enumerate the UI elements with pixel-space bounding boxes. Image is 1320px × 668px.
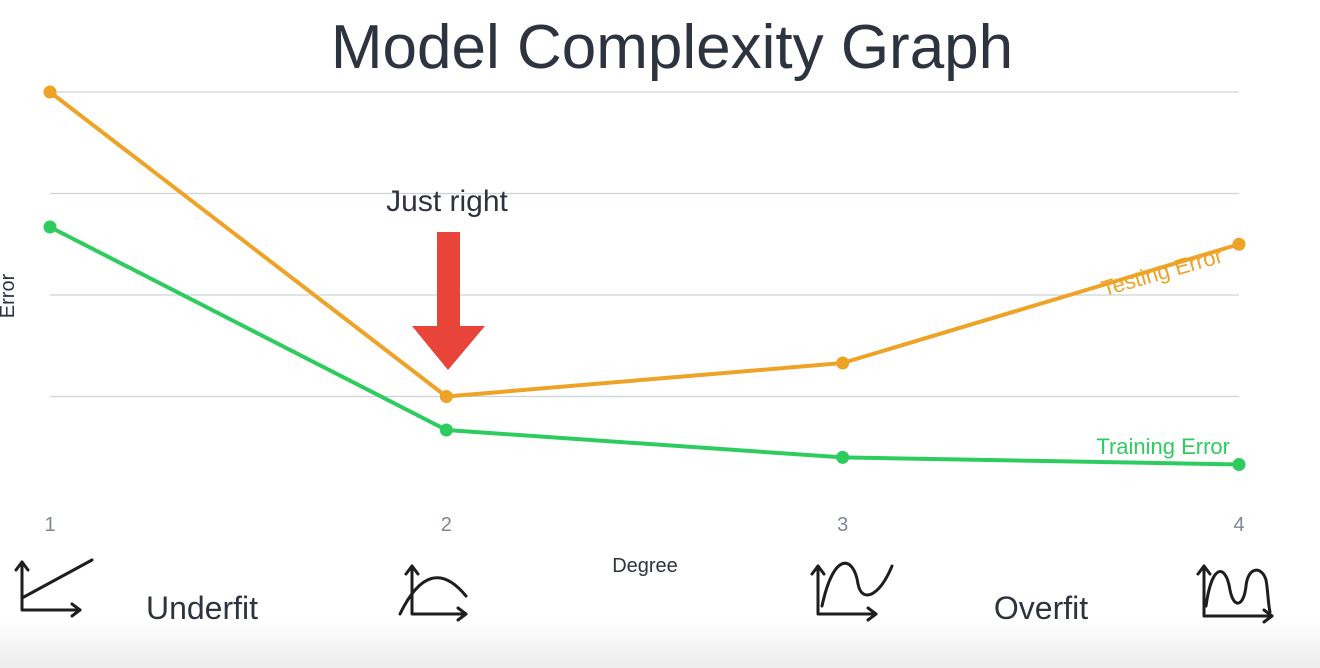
just-right-annotation: Just right: [386, 185, 508, 218]
training-error-line: [49, 225, 1240, 467]
series-lines: [48, 90, 1240, 467]
training-error-label: Training Error: [1096, 434, 1230, 459]
x-tick-label: 1: [44, 514, 55, 536]
testing-error-point: [43, 85, 57, 99]
x-ticks: 1 2 3 4: [44, 514, 1244, 536]
x-tick-label: 3: [837, 514, 848, 536]
training-error-point: [1232, 458, 1246, 472]
cubic-fit-icon: [810, 561, 894, 622]
testing-error-line: [48, 90, 1240, 399]
x-tick-label: 2: [441, 514, 452, 536]
underfit-label: Underfit: [146, 590, 258, 626]
testing-error-label: Testing Error: [1099, 243, 1226, 301]
data-points: [43, 85, 1246, 472]
down-arrow-icon: [412, 232, 485, 370]
x-tick-label: 4: [1233, 514, 1244, 536]
linear-fit-icon: [14, 558, 94, 618]
testing-error-point: [439, 390, 453, 403]
chart-title: Model Complexity Graph: [331, 13, 1013, 82]
testing-error-point: [836, 356, 850, 370]
y-axis-label: Error: [0, 273, 19, 318]
x-axis-label: Degree: [612, 555, 678, 577]
testing-error-point: [1232, 237, 1246, 251]
overfit-label: Overfit: [994, 590, 1088, 626]
training-error-point: [836, 450, 850, 464]
bottom-fade: [0, 620, 1320, 668]
training-error-point: [439, 423, 453, 437]
training-error-point: [43, 220, 57, 234]
quadratic-fit-icon: [398, 564, 468, 622]
grid: [50, 91, 1239, 398]
wavy-fit-icon: [1196, 564, 1274, 624]
